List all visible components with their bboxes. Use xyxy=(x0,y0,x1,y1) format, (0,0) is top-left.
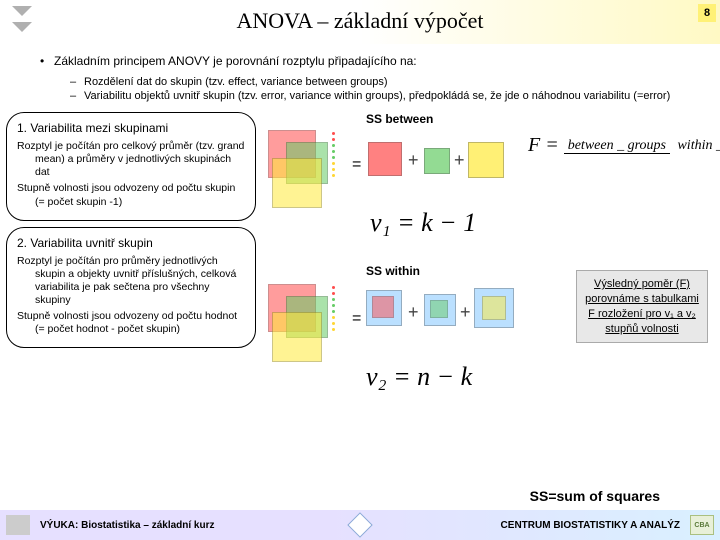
footer-diamond-icon xyxy=(351,516,369,534)
box2-p2: Stupně volnosti jsou odvozeny od počtu h… xyxy=(35,310,245,336)
box1-p1: Rozptyl je počítán pro celkový průměr (t… xyxy=(35,140,245,179)
box1-title: 1. Variabilita mezi skupinami xyxy=(17,121,245,136)
formula-nu1: ν₁ = k − 1 xyxy=(370,208,476,238)
box-variability-within: 2. Variabilita uvnitř skupin Rozptyl je … xyxy=(6,227,256,349)
slide-header: ANOVA – základní výpočet 8 xyxy=(0,0,720,44)
footer-right: CENTRUM BIOSTATISTIKY A ANALÝZ xyxy=(501,520,680,531)
main-bullet-text: Základním principem ANOVY je porovnání r… xyxy=(54,54,417,68)
ss-within-label: SS within xyxy=(366,264,420,278)
main-bullet: •Základním principem ANOVY je porovnání … xyxy=(0,44,720,74)
box1-p2: Stupně volnosti jsou odvozeny od počtu s… xyxy=(35,182,245,208)
footer-logo-left-icon xyxy=(6,515,30,535)
sub-bullets: –Rozdělení dat do skupin (tzv. effect, v… xyxy=(0,74,720,112)
slide-title: ANOVA – základní výpočet xyxy=(0,8,720,34)
box2-title: 2. Variabilita uvnitř skupin xyxy=(17,236,245,251)
page-number: 8 xyxy=(698,4,716,22)
formula-F: F = between _ groups within _ groups xyxy=(528,134,720,157)
ss-note: SS=sum of squares xyxy=(530,488,660,504)
result-note: Výsledný poměr (F) porovnáme s tabulkami… xyxy=(576,270,708,343)
footer: VÝUKA: Biostatistika – základní kurz CEN… xyxy=(0,510,720,540)
sub-bullet-1: Rozdělení dat do skupin (tzv. effect, va… xyxy=(84,76,388,88)
formula-nu2: ν₂ = n − k xyxy=(366,362,472,392)
sub-bullet-2: Variabilitu objektů uvnitř skupin (tzv. … xyxy=(84,90,670,102)
ss-between-label: SS between xyxy=(366,112,433,126)
footer-logo-right-icon: CBA xyxy=(690,515,714,535)
anova-diagram: SS between = + + F = between _ groups xyxy=(260,112,714,432)
footer-left: VÝUKA: Biostatistika – základní kurz xyxy=(40,520,215,531)
box2-p1: Rozptyl je počítán pro průměry jednotliv… xyxy=(35,255,245,308)
box-variability-between: 1. Variabilita mezi skupinami Rozptyl je… xyxy=(6,112,256,221)
